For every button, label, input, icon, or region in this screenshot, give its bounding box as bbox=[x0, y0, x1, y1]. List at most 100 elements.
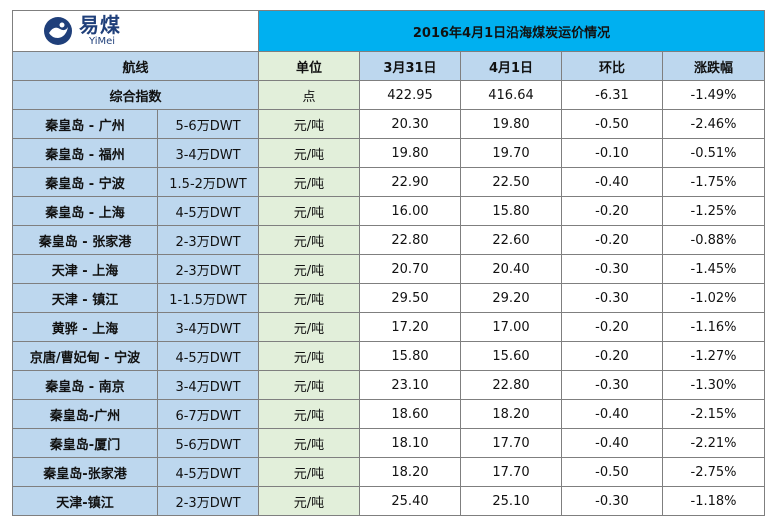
index-pct: -1.49% bbox=[662, 80, 765, 110]
prev-price-cell: 18.10 bbox=[359, 428, 461, 458]
curr-price-cell: 19.70 bbox=[460, 138, 562, 168]
curr-price-cell: 17.00 bbox=[460, 312, 562, 342]
curr-price-cell: 22.50 bbox=[460, 167, 562, 197]
pct-cell: -1.02% bbox=[662, 283, 765, 313]
table-row: 天津-镇江 2-3万DWT 元/吨 25.40 25.10 -0.30 -1.18% bbox=[12, 486, 765, 516]
pct-cell: -2.46% bbox=[662, 109, 765, 139]
unit-cell: 元/吨 bbox=[258, 254, 360, 284]
table-row: 秦皇岛 - 张家港 2-3万DWT 元/吨 22.80 22.60 -0.20 -0.88% bbox=[12, 225, 765, 255]
pct-cell: -1.45% bbox=[662, 254, 765, 284]
unit-cell: 元/吨 bbox=[258, 196, 360, 226]
route-cell: 京唐/曹妃甸 - 宁波 bbox=[12, 341, 158, 371]
route-cell: 秦皇岛 - 福州 bbox=[12, 138, 158, 168]
ship-size-cell: 4-5万DWT bbox=[157, 457, 259, 487]
ship-size-cell: 2-3万DWT bbox=[157, 225, 259, 255]
pct-cell: -0.88% bbox=[662, 225, 765, 255]
route-cell: 天津 - 镇江 bbox=[12, 283, 158, 313]
table-row: 秦皇岛 - 上海 4-5万DWT 元/吨 16.00 15.80 -0.20 -1.25% bbox=[12, 196, 765, 226]
curr-price-cell: 18.20 bbox=[460, 399, 562, 429]
unit-cell: 元/吨 bbox=[258, 457, 360, 487]
ship-size-cell: 3-4万DWT bbox=[157, 312, 259, 342]
curr-price-cell: 25.10 bbox=[460, 486, 562, 516]
prev-price-cell: 20.70 bbox=[359, 254, 461, 284]
table-row: 秦皇岛-张家港 4-5万DWT 元/吨 18.20 17.70 -0.50 -2.75% bbox=[12, 457, 765, 487]
unit-cell: 元/吨 bbox=[258, 138, 360, 168]
ship-size-cell: 3-4万DWT bbox=[157, 370, 259, 400]
curr-price-cell: 20.40 bbox=[460, 254, 562, 284]
prev-price-cell: 18.20 bbox=[359, 457, 461, 487]
ship-size-cell: 5-6万DWT bbox=[157, 109, 259, 139]
route-cell: 秦皇岛-张家港 bbox=[12, 457, 158, 487]
page-title: 2016年4月1日沿海煤炭运价情况 bbox=[258, 10, 765, 52]
change-cell: -0.20 bbox=[561, 341, 663, 371]
unit-cell: 元/吨 bbox=[258, 167, 360, 197]
ship-size-cell: 4-5万DWT bbox=[157, 196, 259, 226]
pct-cell: -1.18% bbox=[662, 486, 765, 516]
prev-price-cell: 16.00 bbox=[359, 196, 461, 226]
unit-cell: 元/吨 bbox=[258, 399, 360, 429]
route-cell: 秦皇岛-厦门 bbox=[12, 428, 158, 458]
route-cell: 秦皇岛 - 张家港 bbox=[12, 225, 158, 255]
table-row: 秦皇岛-厦门 5-6万DWT 元/吨 18.10 17.70 -0.40 -2.21% bbox=[12, 428, 765, 458]
logo: 易煤 YiMei bbox=[14, 12, 258, 51]
ship-size-cell: 5-6万DWT bbox=[157, 428, 259, 458]
route-cell: 黄骅 - 上海 bbox=[12, 312, 158, 342]
index-prev: 422.95 bbox=[359, 80, 461, 110]
pct-cell: -1.16% bbox=[662, 312, 765, 342]
ship-size-cell: 4-5万DWT bbox=[157, 341, 259, 371]
curr-price-cell: 29.20 bbox=[460, 283, 562, 313]
route-cell: 秦皇岛 - 上海 bbox=[12, 196, 158, 226]
change-cell: -0.40 bbox=[561, 399, 663, 429]
table-row: 黄骅 - 上海 3-4万DWT 元/吨 17.20 17.00 -0.20 -1.16% bbox=[12, 312, 765, 342]
curr-price-cell: 19.80 bbox=[460, 109, 562, 139]
route-cell: 天津-镇江 bbox=[12, 486, 158, 516]
change-cell: -0.30 bbox=[561, 283, 663, 313]
pct-cell: -2.15% bbox=[662, 399, 765, 429]
table-row: 天津 - 上海 2-3万DWT 元/吨 20.70 20.40 -0.30 -1.45% bbox=[12, 254, 765, 284]
change-cell: -0.50 bbox=[561, 109, 663, 139]
unit-cell: 元/吨 bbox=[258, 109, 360, 139]
pct-cell: -1.30% bbox=[662, 370, 765, 400]
pct-cell: -2.75% bbox=[662, 457, 765, 487]
change-cell: -0.10 bbox=[561, 138, 663, 168]
header-route: 航线 bbox=[12, 51, 259, 81]
prev-price-cell: 19.80 bbox=[359, 138, 461, 168]
change-cell: -0.50 bbox=[561, 457, 663, 487]
index-row: 综合指数 点 422.95 416.64 -6.31 -1.49% bbox=[12, 80, 765, 110]
header-prev-date: 3月31日 bbox=[359, 51, 461, 81]
table-row: 秦皇岛 - 福州 3-4万DWT 元/吨 19.80 19.70 -0.10 -0.51% bbox=[12, 138, 765, 168]
unit-cell: 元/吨 bbox=[258, 486, 360, 516]
index-label: 综合指数 bbox=[12, 80, 259, 110]
prev-price-cell: 23.10 bbox=[359, 370, 461, 400]
prev-price-cell: 20.30 bbox=[359, 109, 461, 139]
prev-price-cell: 15.80 bbox=[359, 341, 461, 371]
prev-price-cell: 22.90 bbox=[359, 167, 461, 197]
change-cell: -0.20 bbox=[561, 312, 663, 342]
change-cell: -0.30 bbox=[561, 254, 663, 284]
table-row: 秦皇岛 - 广州 5-6万DWT 元/吨 20.30 19.80 -0.50 -2.46% bbox=[12, 109, 765, 139]
change-cell: -0.30 bbox=[561, 370, 663, 400]
ship-size-cell: 2-3万DWT bbox=[157, 254, 259, 284]
curr-price-cell: 15.80 bbox=[460, 196, 562, 226]
unit-cell: 元/吨 bbox=[258, 312, 360, 342]
route-cell: 秦皇岛 - 广州 bbox=[12, 109, 158, 139]
curr-price-cell: 15.60 bbox=[460, 341, 562, 371]
index-unit: 点 bbox=[258, 80, 360, 110]
change-cell: -0.30 bbox=[561, 486, 663, 516]
prev-price-cell: 18.60 bbox=[359, 399, 461, 429]
pct-cell: -1.27% bbox=[662, 341, 765, 371]
route-cell: 秦皇岛 - 南京 bbox=[12, 370, 158, 400]
change-cell: -0.40 bbox=[561, 428, 663, 458]
header-row: 航线 单位 3月31日 4月1日 环比 涨跌幅 bbox=[12, 51, 765, 81]
ship-size-cell: 2-3万DWT bbox=[157, 486, 259, 516]
ship-size-cell: 6-7万DWT bbox=[157, 399, 259, 429]
header-pct: 涨跌幅 bbox=[662, 51, 765, 81]
curr-price-cell: 22.60 bbox=[460, 225, 562, 255]
unit-cell: 元/吨 bbox=[258, 341, 360, 371]
table-row: 秦皇岛 - 宁波 1.5-2万DWT 元/吨 22.90 22.50 -0.40 -1.75… bbox=[12, 167, 765, 197]
logo-name-cn: 易煤 bbox=[79, 13, 121, 37]
title-row: 易煤 YiMei 2016年4月1日沿海煤炭运价情况 bbox=[12, 10, 765, 52]
pct-cell: -1.25% bbox=[662, 196, 765, 226]
unit-cell: 元/吨 bbox=[258, 225, 360, 255]
